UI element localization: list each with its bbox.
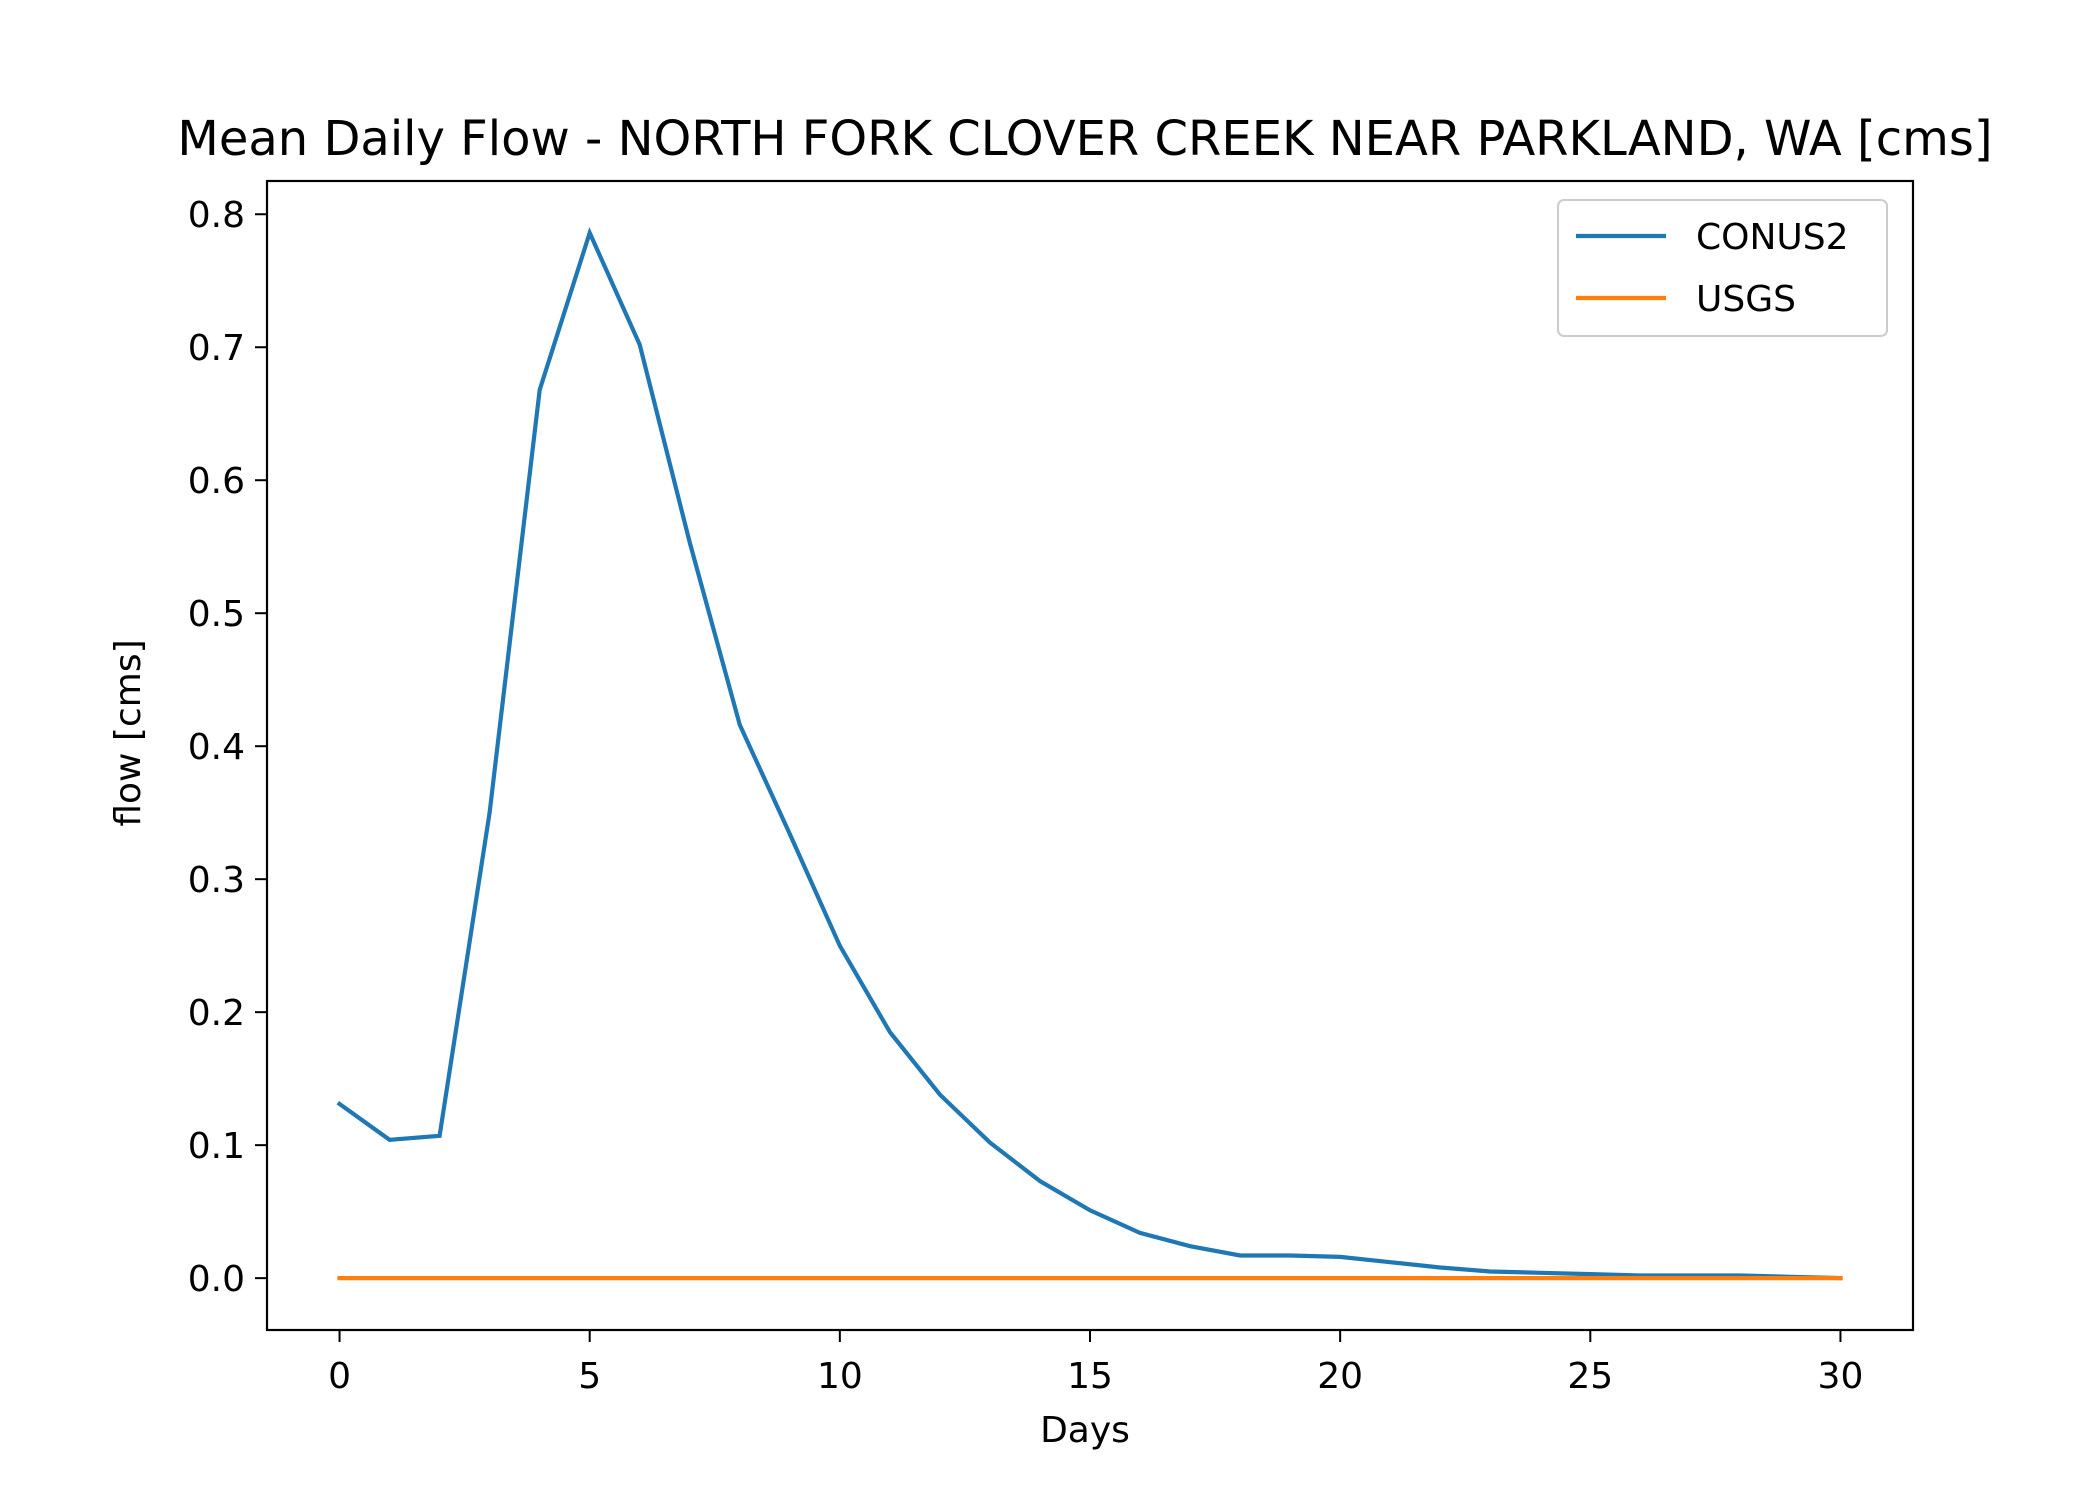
- y-tick-label: 0.7: [188, 328, 245, 369]
- x-axis-label: Days: [1040, 1410, 1130, 1451]
- legend-label-conus2: CONUS2: [1696, 217, 1849, 258]
- y-tick-label: 0.6: [188, 461, 245, 502]
- x-axis: 0 5 10 15 20 25 30: [328, 1330, 1863, 1397]
- x-tick-label: 5: [578, 1356, 601, 1397]
- x-tick-label: 20: [1317, 1356, 1363, 1397]
- y-axis: 0.0 0.1 0.2 0.3 0.4 0.5 0.6 0.7 0.8: [188, 195, 267, 1300]
- y-tick-label: 0.8: [188, 195, 245, 236]
- x-tick-label: 10: [817, 1356, 863, 1397]
- y-axis-label: flow [cms]: [108, 639, 149, 826]
- x-tick-label: 25: [1567, 1356, 1613, 1397]
- legend: CONUS2 USGS: [1557, 199, 1888, 337]
- y-tick-label: 0.1: [188, 1126, 245, 1167]
- x-tick-label: 30: [1818, 1356, 1864, 1397]
- x-tick-label: 0: [328, 1356, 351, 1397]
- legend-label-usgs: USGS: [1696, 279, 1796, 320]
- y-tick-label: 0.2: [188, 993, 245, 1034]
- chart-title: Mean Daily Flow - NORTH FORK CLOVER CREE…: [177, 111, 1992, 167]
- y-tick-label: 0.5: [188, 594, 245, 635]
- series-line-conus2: [336, 227, 1843, 1281]
- x-tick-label: 15: [1067, 1356, 1113, 1397]
- y-tick-label: 0.3: [188, 860, 245, 901]
- y-tick-label: 0.0: [188, 1259, 245, 1300]
- y-tick-label: 0.4: [188, 727, 245, 768]
